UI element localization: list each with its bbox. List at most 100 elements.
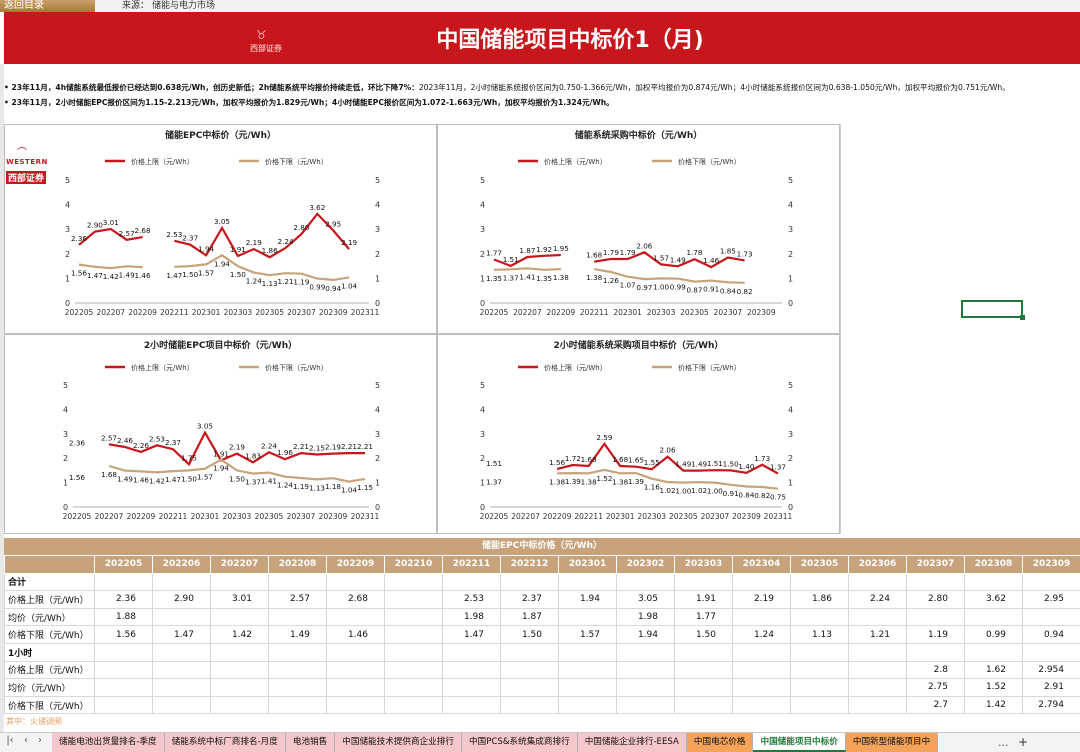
table-cell[interactable] (326, 695, 385, 715)
table-cell[interactable]: 1.88 (94, 607, 153, 627)
chart-2h-system-procurement-price[interactable]: 2小时储能系统采购项目中标价（元/Wh） 价格上限（元/Wh） 价格下限（元/Wh… (437, 334, 840, 534)
first-sheet-icon[interactable]: |‹ (6, 735, 14, 746)
column-header-202306[interactable]: 202306 (848, 555, 907, 574)
table-cell[interactable] (500, 678, 559, 697)
table-cell[interactable] (616, 678, 675, 697)
fill-handle[interactable] (1020, 315, 1025, 320)
table-cell[interactable] (906, 642, 965, 662)
table-cell[interactable]: 3.01 (210, 590, 269, 609)
chart-system-procurement-price[interactable]: 储能系统采购中标价（元/Wh） 价格上限（元/Wh） 价格下限（元/Wh） 0 0 1 1… (437, 124, 840, 334)
table-cell[interactable]: 1.98 (616, 607, 675, 627)
column-header-202207[interactable]: 202207 (210, 555, 269, 574)
table-cell[interactable] (558, 607, 617, 627)
chart-epc-price[interactable]: 储能EPC中标价（元/Wh） 价格上限（元/Wh） 价格下限（元/Wh） 0 0 1 1 2… (4, 124, 437, 334)
table-cell[interactable]: 1.56 (94, 625, 153, 644)
table-cell[interactable]: 1.94 (616, 625, 675, 644)
table-cell[interactable]: 0.94 (1022, 625, 1080, 644)
sheet-tab[interactable]: 中国新型储能项目中 (845, 733, 939, 752)
table-cell[interactable]: 2.794 (1022, 695, 1080, 715)
sheet-tab[interactable]: 电池销售 (285, 733, 336, 752)
row-label[interactable]: 价格下限（元/Wh） (4, 695, 95, 715)
table-cell[interactable] (210, 572, 269, 592)
row-label[interactable]: 1小时 (4, 642, 95, 662)
table-cell[interactable]: 1.77 (674, 607, 733, 627)
column-header-202209[interactable]: 202209 (326, 555, 385, 574)
table-cell[interactable] (210, 642, 269, 662)
sheet-tab[interactable]: 中国PCS&系统集成商排行 (462, 733, 578, 752)
row-label[interactable]: 合计 (4, 572, 95, 592)
table-cell[interactable] (268, 642, 327, 662)
table-cell[interactable] (1022, 607, 1080, 627)
table-cell[interactable] (500, 695, 559, 715)
table-cell[interactable] (326, 572, 385, 592)
table-cell[interactable]: 2.37 (500, 590, 559, 609)
table-cell[interactable] (790, 678, 849, 697)
table-cell[interactable] (732, 678, 791, 697)
table-cell[interactable]: 1.19 (906, 625, 965, 644)
table-cell[interactable]: 2.8 (906, 660, 965, 680)
table-cell[interactable] (152, 660, 211, 680)
table-cell[interactable] (268, 660, 327, 680)
table-cell[interactable] (964, 607, 1023, 627)
table-cell[interactable]: 1.47 (152, 625, 211, 644)
column-header-202307[interactable]: 202307 (906, 555, 965, 574)
table-cell[interactable] (500, 642, 559, 662)
table-cell[interactable] (94, 695, 153, 715)
column-header-202210[interactable]: 202210 (384, 555, 443, 574)
table-cell[interactable]: 1.98 (442, 607, 501, 627)
table-cell[interactable] (268, 695, 327, 715)
column-header-202205[interactable]: 202205 (94, 555, 153, 574)
table-cell[interactable] (848, 607, 907, 627)
table-cell[interactable] (152, 607, 211, 627)
table-cell[interactable] (210, 695, 269, 715)
table-cell[interactable] (94, 660, 153, 680)
table-cell[interactable] (616, 695, 675, 715)
table-cell[interactable] (558, 695, 617, 715)
table-cell[interactable]: 2.7 (906, 695, 965, 715)
table-cell[interactable]: 2.19 (732, 590, 791, 609)
table-cell[interactable] (964, 642, 1023, 662)
table-cell[interactable]: 1.24 (732, 625, 791, 644)
table-cell[interactable] (674, 695, 733, 715)
table-cell[interactable] (326, 607, 385, 627)
table-cell[interactable] (732, 572, 791, 592)
table-cell[interactable] (326, 660, 385, 680)
table-cell[interactable] (906, 607, 965, 627)
table-cell[interactable]: 1.21 (848, 625, 907, 644)
table-cell[interactable]: 2.36 (94, 590, 153, 609)
table-cell[interactable] (848, 678, 907, 697)
table-cell[interactable] (94, 572, 153, 592)
table-cell[interactable] (790, 642, 849, 662)
table-cell[interactable]: 1.42 (210, 625, 269, 644)
chart-2h-epc-price[interactable]: 2小时储能EPC项目中标价（元/Wh） 价格上限（元/Wh） 价格下限（元/Wh）… (4, 334, 437, 534)
table-cell[interactable]: 1.94 (558, 590, 617, 609)
column-header-202305[interactable]: 202305 (790, 555, 849, 574)
table-cell[interactable] (558, 660, 617, 680)
table-cell[interactable] (616, 572, 675, 592)
table-cell[interactable] (442, 660, 501, 680)
table-cell[interactable] (674, 678, 733, 697)
row-label[interactable]: 价格下限（元/Wh） (4, 625, 95, 644)
column-header-202304[interactable]: 202304 (732, 555, 791, 574)
table-cell[interactable]: 1.87 (500, 607, 559, 627)
table-cell[interactable] (500, 572, 559, 592)
table-cell[interactable] (732, 660, 791, 680)
table-cell[interactable] (558, 678, 617, 697)
row-label[interactable]: 均价（元/Wh） (4, 607, 95, 627)
table-cell[interactable]: 2.75 (906, 678, 965, 697)
column-header-202303[interactable]: 202303 (674, 555, 733, 574)
table-cell[interactable]: 1.62 (964, 660, 1023, 680)
table-cell[interactable] (964, 572, 1023, 592)
table-cell[interactable] (790, 572, 849, 592)
table-cell[interactable] (442, 642, 501, 662)
table-cell[interactable] (1022, 572, 1080, 592)
table-cell[interactable]: 1.50 (500, 625, 559, 644)
sheet-tab[interactable]: 中国电芯价格 (686, 733, 754, 752)
table-cell[interactable] (152, 678, 211, 697)
table-cell[interactable] (384, 695, 443, 715)
table-cell[interactable]: 1.86 (790, 590, 849, 609)
more-sheets-button[interactable]: ... (998, 736, 1009, 749)
column-header-202302[interactable]: 202302 (616, 555, 675, 574)
table-cell[interactable] (442, 572, 501, 592)
table-cell[interactable] (384, 607, 443, 627)
